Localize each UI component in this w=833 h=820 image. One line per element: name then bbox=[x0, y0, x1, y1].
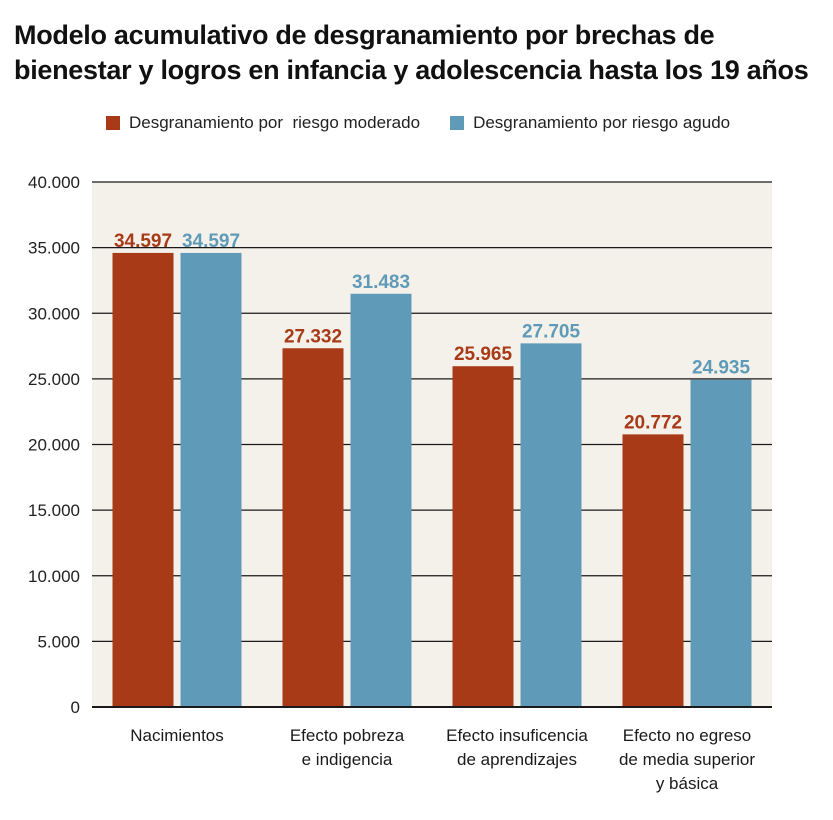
x-tick-label: Efecto no egreso de media superior y básic… bbox=[619, 726, 755, 793]
data-label: 24.935 bbox=[692, 358, 751, 379]
x-tick-label: Nacimientos bbox=[130, 726, 224, 745]
data-label: 27.332 bbox=[284, 326, 342, 347]
legend-label-moderado: Desgranamiento por riesgo moderado bbox=[129, 113, 421, 132]
y-tick-label: 5.000 bbox=[37, 632, 80, 651]
legend-swatch-agudo bbox=[450, 116, 465, 130]
bar-agudo bbox=[690, 379, 752, 707]
y-tick-label: 30.000 bbox=[28, 304, 80, 323]
bar-agudo bbox=[180, 252, 242, 707]
legend-label-agudo: Desgranamiento por riesgo agudo bbox=[473, 113, 731, 132]
chart-title-line-2: bienestar y logros en infancia y adolesc… bbox=[14, 55, 809, 85]
y-tick-label: 0 bbox=[71, 698, 80, 717]
y-tick-label: 20.000 bbox=[28, 436, 80, 455]
x-tick-label: Efecto insuficencia de aprendizajes bbox=[446, 726, 588, 769]
y-tick-label: 35.000 bbox=[28, 239, 80, 258]
bar-moderado bbox=[112, 252, 174, 707]
data-label: 31.483 bbox=[352, 272, 410, 293]
bar-agudo bbox=[520, 343, 582, 707]
data-label: 34.597 bbox=[114, 231, 172, 252]
chart-title: Modelo acumulativo de desgranamiento por… bbox=[14, 18, 814, 88]
data-label: 20.772 bbox=[624, 412, 682, 433]
data-label: 34.597 bbox=[182, 231, 240, 252]
bar-agudo bbox=[350, 293, 412, 707]
data-label: 25.965 bbox=[454, 344, 513, 365]
chart-title-line-1: Modelo acumulativo de desgranamiento por… bbox=[14, 20, 715, 50]
bar-moderado bbox=[622, 434, 684, 707]
data-label: 27.705 bbox=[522, 321, 581, 342]
bar-moderado bbox=[452, 366, 514, 707]
bar-moderado bbox=[282, 348, 344, 707]
legend-swatch-moderado bbox=[106, 116, 120, 130]
chart-legend: Desgranamiento por riesgo moderado Desgr… bbox=[106, 113, 730, 133]
y-tick-label: 15.000 bbox=[28, 501, 80, 520]
legend-item-moderado: Desgranamiento por riesgo moderado bbox=[106, 113, 420, 133]
x-tick-label: Efecto pobreza e indigencia bbox=[290, 726, 405, 769]
y-tick-label: 25.000 bbox=[28, 370, 80, 389]
y-tick-label: 10.000 bbox=[28, 567, 80, 586]
legend-item-agudo: Desgranamiento por riesgo agudo bbox=[450, 113, 730, 133]
y-tick-label: 40.000 bbox=[28, 173, 80, 192]
